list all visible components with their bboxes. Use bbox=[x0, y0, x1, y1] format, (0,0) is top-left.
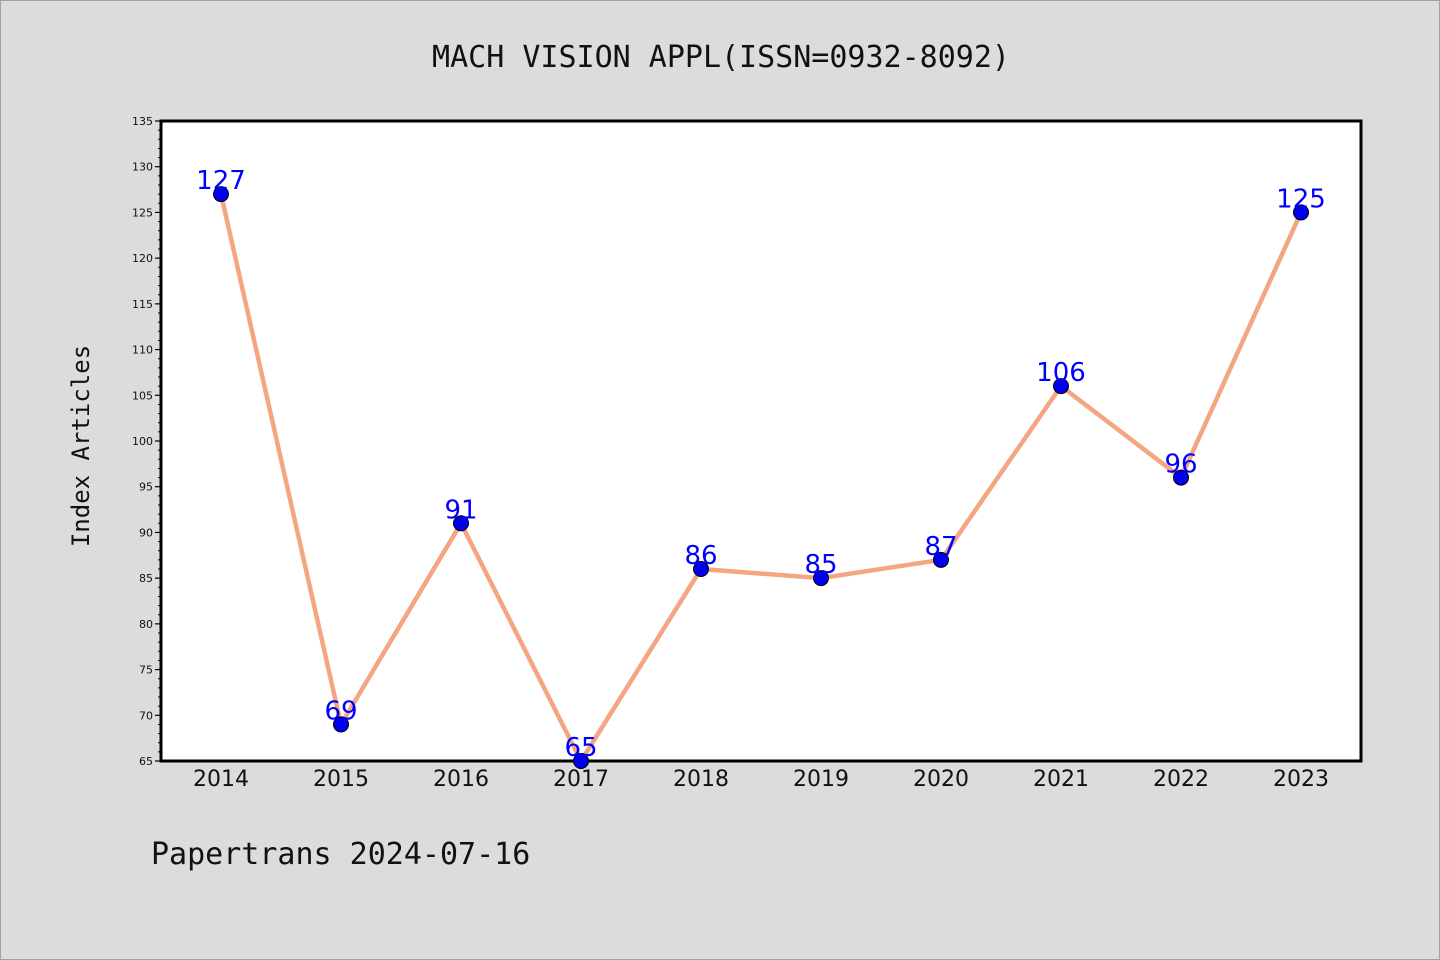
x-axis: 2014 2015 2016 2017 2018 2019 2020 2021 2022 2023 bbox=[193, 767, 1329, 792]
y-tick-label: 100 bbox=[132, 435, 153, 448]
x-tick-label: 2017 bbox=[553, 767, 609, 792]
data-point bbox=[1293, 204, 1309, 221]
x-tick-label: 2014 bbox=[193, 767, 249, 792]
data-label: 65 bbox=[564, 733, 597, 763]
y-tick-label: 115 bbox=[132, 298, 153, 311]
data-point bbox=[693, 561, 709, 577]
data-point bbox=[573, 753, 589, 769]
y-tick-label: 110 bbox=[132, 344, 153, 357]
y-tick-label: 135 bbox=[132, 115, 153, 128]
y-tick-label: 70 bbox=[139, 709, 153, 722]
y-tick-label: 130 bbox=[132, 161, 153, 174]
x-tick-label: 2020 bbox=[913, 767, 969, 792]
data-label: 69 bbox=[324, 696, 357, 726]
data-point bbox=[453, 515, 469, 532]
series-line bbox=[218, 193, 1304, 764]
x-tick-label: 2022 bbox=[1153, 767, 1209, 792]
y-tick-label: 65 bbox=[139, 755, 153, 768]
plot-area bbox=[159, 119, 1363, 763]
footer-text: Papertrans 2024-07-16 bbox=[151, 837, 530, 872]
x-tick-label: 2021 bbox=[1033, 767, 1089, 792]
data-point bbox=[1173, 469, 1189, 486]
data-label: 96 bbox=[1164, 450, 1197, 480]
y-axis-label: Index Articles bbox=[67, 345, 95, 547]
y-tick-label: 90 bbox=[139, 526, 153, 539]
y-tick-label: 105 bbox=[132, 389, 153, 402]
y-tick-label: 95 bbox=[139, 481, 153, 494]
data-point bbox=[213, 186, 229, 203]
data-point bbox=[1053, 378, 1069, 395]
y-tick-label: 85 bbox=[139, 572, 153, 585]
data-point bbox=[813, 570, 829, 587]
data-label: 86 bbox=[684, 541, 717, 571]
y-tick-label: 80 bbox=[139, 618, 153, 631]
x-tick-label: 2015 bbox=[313, 767, 369, 792]
y-tick-label: 75 bbox=[139, 664, 153, 677]
data-markers bbox=[213, 186, 1309, 769]
y-tick-label: 125 bbox=[132, 206, 153, 219]
y-tick-label: 120 bbox=[132, 252, 153, 265]
data-label: 125 bbox=[1276, 184, 1326, 214]
x-tick-label: 2019 bbox=[793, 767, 849, 792]
data-label: 91 bbox=[444, 495, 477, 525]
data-label: 127 bbox=[196, 166, 246, 196]
data-point bbox=[333, 716, 349, 733]
x-tick-label: 2023 bbox=[1273, 767, 1329, 792]
y-axis: 65 70 75 80 85 90 95 100 105 110 115 120 125 130 135 bbox=[132, 115, 161, 768]
data-label: 106 bbox=[1036, 358, 1086, 388]
x-tick-label: 2016 bbox=[433, 767, 489, 792]
data-label: 87 bbox=[924, 532, 957, 562]
data-point bbox=[933, 551, 949, 568]
x-tick-label: 2018 bbox=[673, 767, 729, 792]
data-label: 85 bbox=[804, 550, 837, 580]
chart-title: MACH VISION APPL(ISSN=0932-8092) bbox=[432, 40, 1010, 75]
data-labels: 127 69 91 65 86 85 87 106 96 125 bbox=[196, 166, 1326, 763]
